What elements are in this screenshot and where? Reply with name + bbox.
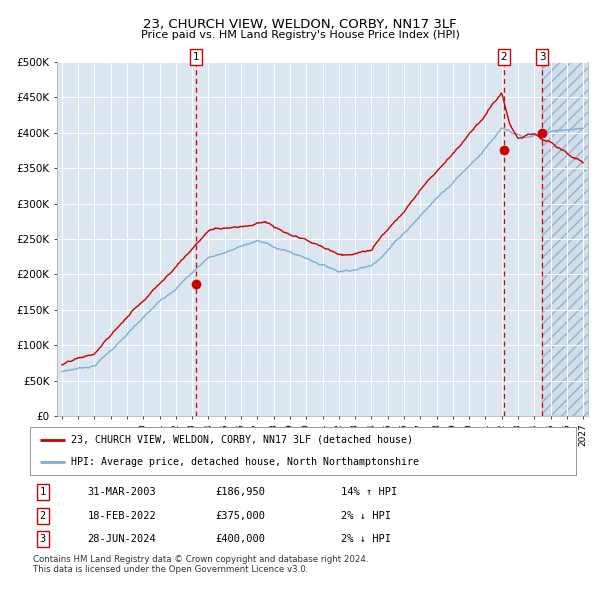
Text: 2: 2 bbox=[500, 52, 507, 62]
Bar bbox=[542, 62, 600, 416]
Text: £186,950: £186,950 bbox=[215, 487, 266, 497]
Text: 14% ↑ HPI: 14% ↑ HPI bbox=[341, 487, 397, 497]
Text: 18-FEB-2022: 18-FEB-2022 bbox=[88, 511, 156, 520]
Text: 2% ↓ HPI: 2% ↓ HPI bbox=[341, 535, 391, 545]
Text: 3: 3 bbox=[40, 535, 46, 545]
Text: HPI: Average price, detached house, North Northamptonshire: HPI: Average price, detached house, Nort… bbox=[71, 457, 419, 467]
Text: 2% ↓ HPI: 2% ↓ HPI bbox=[341, 511, 391, 520]
Text: £375,000: £375,000 bbox=[215, 511, 266, 520]
Bar bbox=[542, 62, 600, 416]
Text: 28-JUN-2024: 28-JUN-2024 bbox=[88, 535, 156, 545]
Text: 1: 1 bbox=[193, 52, 199, 62]
Text: Contains HM Land Registry data © Crown copyright and database right 2024.
This d: Contains HM Land Registry data © Crown c… bbox=[33, 555, 368, 574]
Text: 23, CHURCH VIEW, WELDON, CORBY, NN17 3LF: 23, CHURCH VIEW, WELDON, CORBY, NN17 3LF bbox=[143, 18, 457, 31]
Text: 23, CHURCH VIEW, WELDON, CORBY, NN17 3LF (detached house): 23, CHURCH VIEW, WELDON, CORBY, NN17 3LF… bbox=[71, 435, 413, 445]
Text: 1: 1 bbox=[40, 487, 46, 497]
Text: 2: 2 bbox=[40, 511, 46, 520]
Text: 3: 3 bbox=[539, 52, 545, 62]
Text: Price paid vs. HM Land Registry's House Price Index (HPI): Price paid vs. HM Land Registry's House … bbox=[140, 30, 460, 40]
Text: 31-MAR-2003: 31-MAR-2003 bbox=[88, 487, 156, 497]
Text: £400,000: £400,000 bbox=[215, 535, 266, 545]
